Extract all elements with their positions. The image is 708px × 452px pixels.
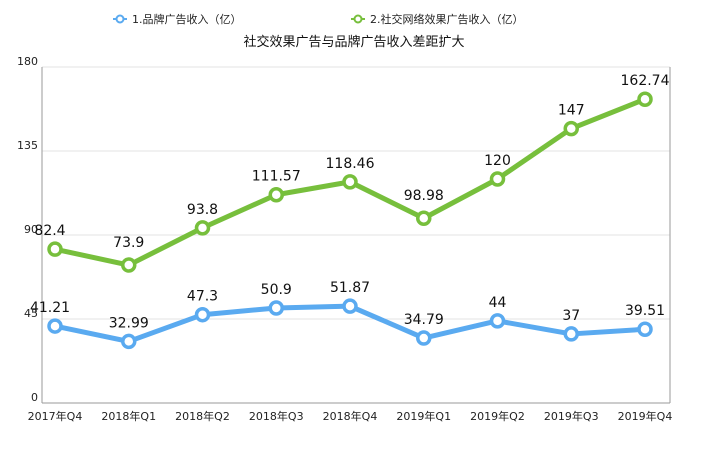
data-label: 73.9 <box>113 235 144 251</box>
data-label: 44 <box>489 295 507 311</box>
data-label: 34.79 <box>404 312 444 328</box>
legend-label: 2.社交网络效果广告收入（亿） <box>370 12 524 26</box>
data-label: 50.9 <box>261 282 292 298</box>
data-label: 32.99 <box>109 315 149 331</box>
series-2 <box>47 91 653 273</box>
data-point[interactable] <box>342 174 358 190</box>
y-tick-label: 180 <box>17 55 38 68</box>
data-label: 162.74 <box>621 73 670 89</box>
data-point[interactable] <box>268 186 284 203</box>
x-tick-label: 2017年Q4 <box>28 409 83 423</box>
data-point[interactable] <box>342 298 358 314</box>
data-labels: 41.21 32.99 47.3 50.9 51.87 34.79 44 37 39.51 82.… <box>30 73 670 331</box>
data-point[interactable] <box>563 326 579 342</box>
data-label: 111.57 <box>252 169 301 185</box>
data-label: 39.51 <box>625 303 665 319</box>
data-point[interactable] <box>121 257 137 273</box>
legend-label: 1.品牌广告收入（亿） <box>132 12 242 26</box>
data-label: 147 <box>558 103 585 119</box>
data-label: 37 <box>562 308 580 324</box>
gridlines <box>42 66 670 320</box>
data-point[interactable] <box>268 300 284 316</box>
data-point[interactable] <box>563 120 579 137</box>
y-tick-label: 135 <box>17 139 38 152</box>
data-point[interactable] <box>637 91 653 107</box>
data-point[interactable] <box>489 171 506 187</box>
y-tick-label: 0 <box>31 391 38 404</box>
x-tick-label: 2019年Q4 <box>618 409 673 423</box>
data-label: 82.4 <box>34 223 65 239</box>
x-axis-ticks: 2017年Q4 2018年Q1 2018年Q2 2018年Q3 2018年Q4 2019年… <box>28 409 673 423</box>
data-point[interactable] <box>47 318 63 334</box>
data-point[interactable] <box>637 321 653 337</box>
data-point[interactable] <box>121 333 137 350</box>
data-label: 98.98 <box>404 188 444 204</box>
data-label: 120 <box>484 153 511 169</box>
data-label: 47.3 <box>187 289 218 305</box>
data-point[interactable] <box>416 330 432 346</box>
legend-marker <box>353 14 363 24</box>
series-group <box>47 91 653 350</box>
y-axis-ticks: 0 45 90 135 180 <box>17 55 38 404</box>
y-tick-label: 90 <box>24 223 38 236</box>
legend-marker <box>115 14 125 24</box>
data-point[interactable] <box>194 220 211 236</box>
x-tick-label: 2019年Q2 <box>470 409 525 423</box>
data-label: 51.87 <box>330 280 370 296</box>
data-point[interactable] <box>194 306 211 323</box>
legend-item[interactable]: 2.社交网络效果广告收入（亿） <box>351 12 524 26</box>
y-tick-label: 45 <box>24 307 38 320</box>
legend-item[interactable]: 1.品牌广告收入（亿） <box>113 12 242 26</box>
x-tick-label: 2019年Q1 <box>396 409 451 423</box>
data-label: 41.21 <box>30 300 70 316</box>
data-label: 118.46 <box>326 156 375 172</box>
data-point[interactable] <box>47 241 63 257</box>
axes <box>41 67 671 404</box>
data-point[interactable] <box>416 210 432 226</box>
chart-title: 社交效果广告与品牌广告收入差距扩大 <box>243 34 464 50</box>
series-1 <box>47 298 653 350</box>
data-label: 93.8 <box>187 202 218 218</box>
x-tick-label: 2018年Q2 <box>175 409 230 423</box>
x-tick-label: 2018年Q3 <box>249 409 304 423</box>
data-point[interactable] <box>489 313 506 329</box>
x-tick-label: 2018年Q1 <box>101 409 156 423</box>
legend: 1.品牌广告收入（亿） 2.社交网络效果广告收入（亿） <box>113 12 524 26</box>
x-tick-label: 2019年Q3 <box>544 409 599 423</box>
x-tick-label: 2018年Q4 <box>323 409 378 423</box>
